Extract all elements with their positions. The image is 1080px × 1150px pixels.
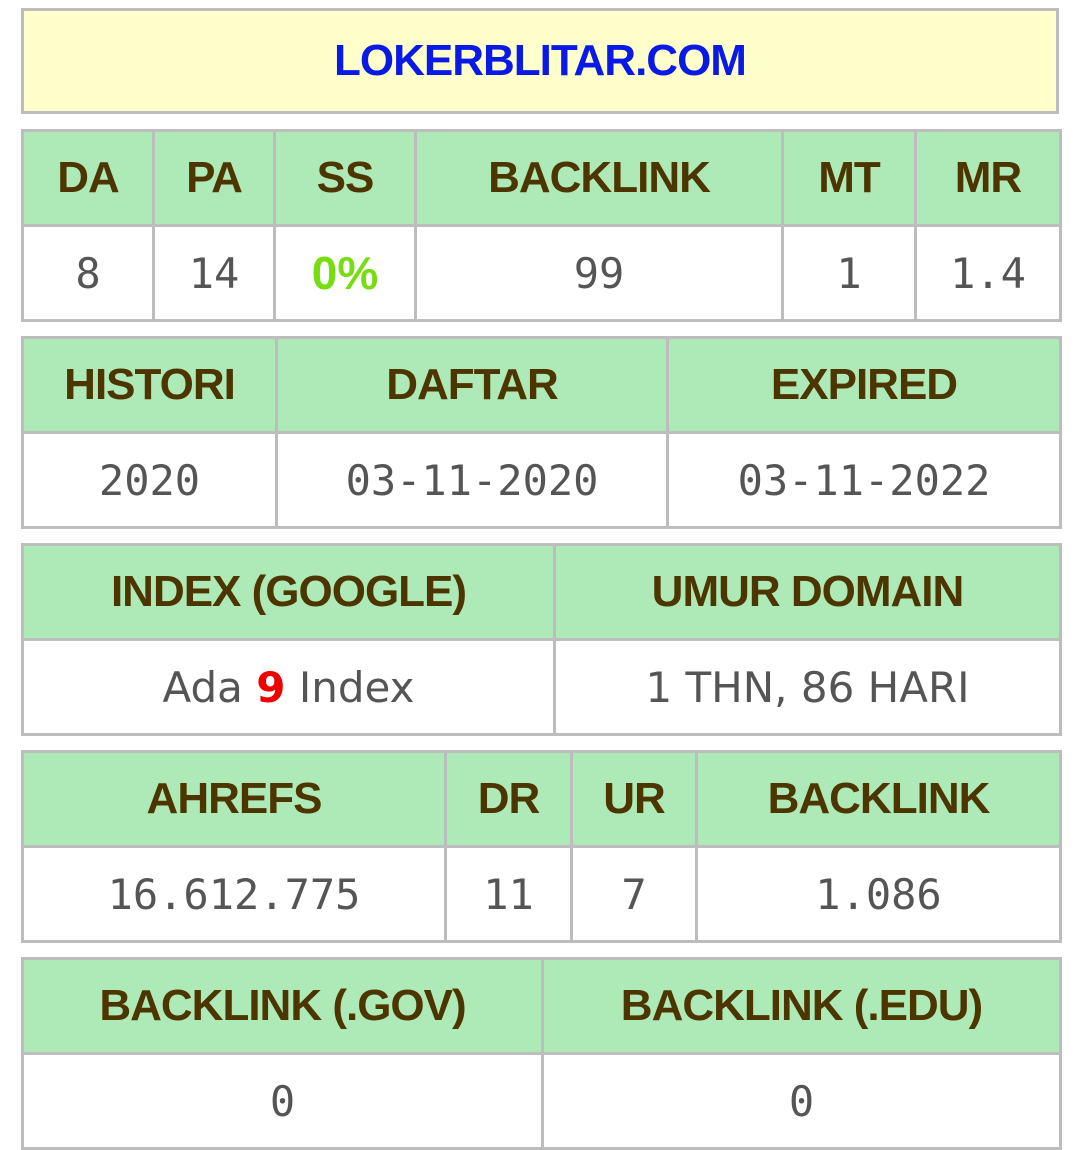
header-da: DA xyxy=(21,129,155,227)
value-pa: 14 xyxy=(152,224,276,322)
header-daftar: DAFTAR xyxy=(275,336,669,434)
header-backlink-gov: BACKLINK (.GOV) xyxy=(21,957,544,1055)
value-mr: 1.4 xyxy=(914,224,1062,322)
ahrefs-table: AHREFS DR UR BACKLINK 16.612.775 11 7 1.… xyxy=(21,750,1062,943)
header-umur-domain: UMUR DOMAIN xyxy=(553,543,1062,641)
table-header-row: HISTORI DAFTAR EXPIRED xyxy=(21,336,1062,434)
header-ur: UR xyxy=(570,750,698,848)
index-table: INDEX (GOOGLE) UMUR DOMAIN Ada 9 Index 1… xyxy=(21,543,1062,736)
table-header-row: DA PA SS BACKLINK MT MR xyxy=(21,129,1062,227)
value-backlink-gov: 0 xyxy=(21,1052,544,1150)
header-ahrefs: AHREFS xyxy=(21,750,447,848)
value-dr: 11 xyxy=(444,845,573,943)
index-prefix: Ada xyxy=(162,662,243,712)
table-header-row: BACKLINK (.GOV) BACKLINK (.EDU) xyxy=(21,957,1062,1055)
value-mt: 1 xyxy=(781,224,917,322)
registration-table: HISTORI DAFTAR EXPIRED 2020 03-11-2020 0… xyxy=(21,336,1062,529)
value-daftar: 03-11-2020 xyxy=(275,431,669,529)
value-ahrefs-backlink: 1.086 xyxy=(695,845,1062,943)
table-row: 8 14 0% 99 1 1.4 xyxy=(21,224,1062,322)
header-ss: SS xyxy=(273,129,417,227)
value-ss: 0% xyxy=(273,224,417,322)
value-ur: 7 xyxy=(570,845,698,943)
table-row: Ada 9 Index 1 THN, 86 HARI xyxy=(21,638,1062,736)
index-suffix: Index xyxy=(298,662,415,712)
header-pa: PA xyxy=(152,129,276,227)
header-expired: EXPIRED xyxy=(666,336,1062,434)
domain-report: LOKERBLITAR.COM DA PA SS BACKLINK MT MR … xyxy=(21,8,1062,1150)
header-mr: MR xyxy=(914,129,1062,227)
value-backlink-edu: 0 xyxy=(541,1052,1062,1150)
value-expired: 03-11-2022 xyxy=(666,431,1062,529)
index-count: 9 xyxy=(256,662,286,712)
table-row: 16.612.775 11 7 1.086 xyxy=(21,845,1062,943)
header-dr: DR xyxy=(444,750,573,848)
table-header-row: INDEX (GOOGLE) UMUR DOMAIN xyxy=(21,543,1062,641)
table-row: 0 0 xyxy=(21,1052,1062,1150)
header-index-google: INDEX (GOOGLE) xyxy=(21,543,556,641)
value-index-google: Ada 9 Index xyxy=(21,638,556,736)
table-row: 2020 03-11-2020 03-11-2022 xyxy=(21,431,1062,529)
header-ahrefs-backlink: BACKLINK xyxy=(695,750,1062,848)
value-backlink: 99 xyxy=(414,224,784,322)
value-histori: 2020 xyxy=(21,431,278,529)
domain-title: LOKERBLITAR.COM xyxy=(21,8,1059,114)
gov-edu-table: BACKLINK (.GOV) BACKLINK (.EDU) 0 0 xyxy=(21,957,1062,1150)
value-ahrefs: 16.612.775 xyxy=(21,845,447,943)
header-backlink: BACKLINK xyxy=(414,129,784,227)
table-header-row: AHREFS DR UR BACKLINK xyxy=(21,750,1062,848)
metrics-table: DA PA SS BACKLINK MT MR 8 14 0% 99 1 1.4 xyxy=(21,129,1062,322)
value-da: 8 xyxy=(21,224,155,322)
value-umur-domain: 1 THN, 86 HARI xyxy=(553,638,1062,736)
header-histori: HISTORI xyxy=(21,336,278,434)
header-backlink-edu: BACKLINK (.EDU) xyxy=(541,957,1062,1055)
header-mt: MT xyxy=(781,129,917,227)
